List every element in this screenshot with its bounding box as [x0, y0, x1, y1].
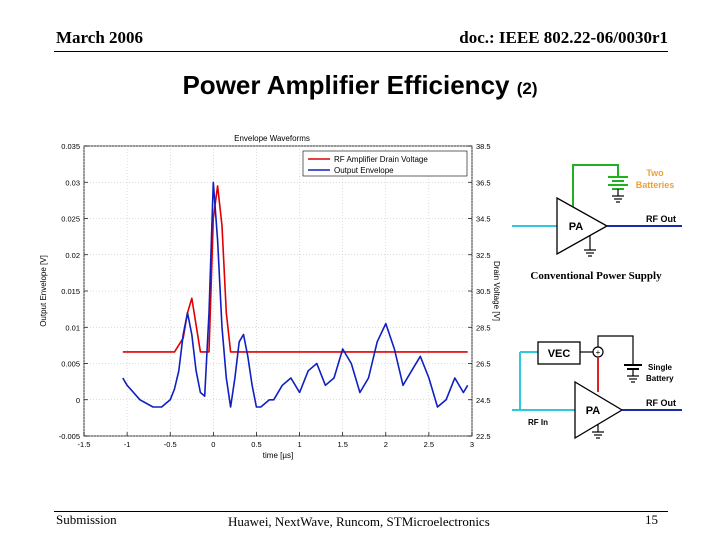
header-doc-id: doc.: IEEE 802.22-06/0030r1 [459, 28, 668, 47]
rf-in-label: RF In [528, 418, 548, 427]
y-tick-label: 0.035 [61, 142, 80, 151]
y-tick-label: 0.025 [61, 215, 80, 224]
y2-tick-label: 22.5 [476, 432, 491, 441]
pa-amplifier-top [556, 196, 609, 256]
x-tick-label: 1 [297, 440, 301, 449]
y-tick-label: 0.02 [65, 251, 80, 260]
slide-title-suffix: (2) [516, 79, 538, 98]
x-tick-label: 2.5 [424, 440, 434, 449]
y2-tick-label: 36.5 [476, 178, 491, 187]
header-date: March 2006 [56, 28, 144, 47]
legend-label-drain-voltage: RF Amplifier Drain Voltage [334, 155, 428, 164]
battery-supply-wire [597, 335, 634, 364]
rf-out-label-bottom: RF Out [646, 398, 676, 408]
chart-y-label: Output Envelope [V] [39, 255, 48, 327]
x-tick-label: -1 [124, 440, 131, 449]
slide-title: Power Amplifier Efficiency (2) [0, 70, 720, 101]
vec-label: VEC [548, 348, 571, 360]
x-tick-label: 0 [211, 440, 215, 449]
battery-label-bottom-1: Single [648, 363, 673, 372]
legend-box [302, 150, 468, 177]
series-line-output-envelope [122, 181, 469, 408]
footer-submission: Submission [56, 512, 117, 527]
envelope-tracking-circuit: VEC + Single Battery PA RF Out RF In [512, 335, 682, 440]
legend-label-output-envelope: Output Envelope [334, 166, 394, 175]
y2-tick-label: 30.5 [476, 287, 491, 296]
pa-label-top: PA [569, 221, 584, 233]
conventional-circuit: Two Batteries PA RF Out Conventional Pow… [512, 164, 682, 282]
y-tick-label: 0 [76, 396, 80, 405]
x-tick-label: -1.5 [78, 440, 91, 449]
chart-y-ticks: -0.005 0 0.005 0.01 0.015 0.02 0.025 0.03 0.035 [59, 142, 88, 441]
footer-authors: Huawei, NextWave, Runcom, STMicroelectro… [228, 514, 490, 529]
y2-tick-label: 26.5 [476, 360, 491, 369]
summing-plus-sign: + [596, 348, 601, 357]
y2-tick-label: 34.5 [476, 215, 491, 224]
conventional-power-supply-caption: Conventional Power Supply [530, 270, 662, 282]
x-tick-label: 0.5 [251, 440, 261, 449]
battery-label-top-2: Batteries [636, 180, 675, 190]
y-tick-label: 0.015 [61, 287, 80, 296]
y-tick-label: 0.005 [61, 360, 80, 369]
x-tick-label: 2 [384, 440, 388, 449]
chart-x-ticks: -1.5 -1 -0.5 0 0.5 1 1.5 2 2.5 3 [78, 432, 474, 449]
x-tick-label: 1.5 [337, 440, 347, 449]
chart-series-layer [122, 181, 469, 408]
green-supply-wire [572, 164, 619, 210]
pa-label-bottom: PA [586, 405, 601, 417]
chart-x-label: time [µs] [263, 451, 293, 460]
y-tick-label: 0.01 [65, 323, 80, 332]
y2-tick-label: 28.5 [476, 323, 491, 332]
y-tick-label: -0.005 [59, 432, 80, 441]
battery-label-bottom-2: Battery [646, 374, 674, 383]
rf-out-label-top: RF Out [646, 214, 676, 224]
chart-legend: RF Amplifier Drain Voltage Output Envelo… [302, 150, 468, 177]
battery-label-top-1: Two [646, 168, 664, 178]
x-tick-label: -0.5 [164, 440, 177, 449]
y2-tick-label: 32.5 [476, 251, 491, 260]
y2-tick-label: 38.5 [476, 142, 491, 151]
header-divider [54, 51, 668, 52]
y-tick-label: 0.03 [65, 178, 80, 187]
vec-block [537, 341, 581, 365]
footer-page-number: 15 [645, 512, 658, 527]
chart-y2-label: Drain Voltage [V] [492, 261, 501, 321]
y2-tick-label: 24.5 [476, 396, 491, 405]
chart-plot-area [83, 145, 473, 437]
slide-title-main: Power Amplifier Efficiency [182, 70, 510, 100]
chart-title: Envelope Waveforms [234, 134, 310, 143]
chart-y2-ticks: 22.5 24.5 26.5 28.5 30.5 32.5 34.5 36.5 38.5 [468, 142, 491, 441]
footer-divider [54, 511, 668, 512]
x-tick-label: 3 [470, 440, 474, 449]
